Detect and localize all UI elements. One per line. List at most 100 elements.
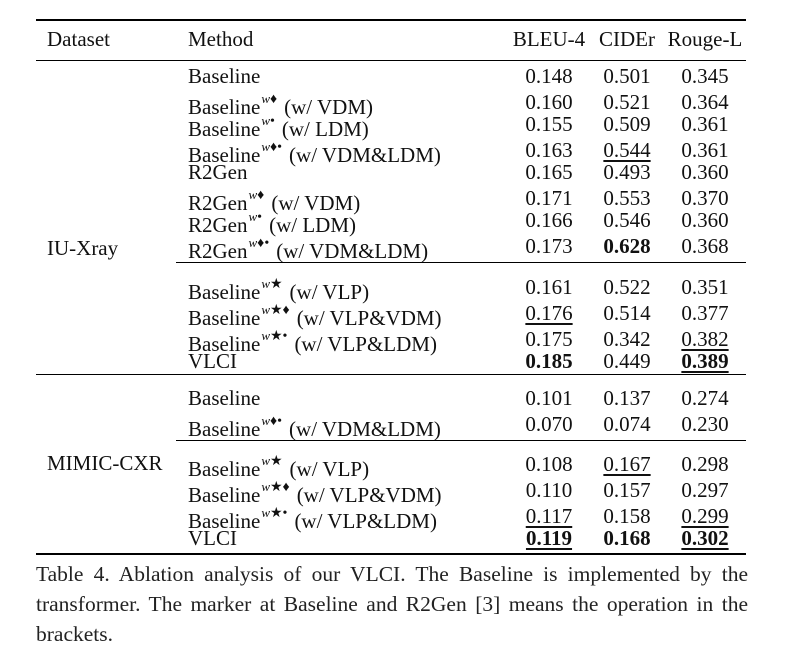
dataset-iu-xray: IU-Xray [47, 236, 119, 260]
method-note: (w/ VDM&LDM) [276, 239, 429, 263]
method-marker: w★• [261, 505, 288, 521]
header-cider: CIDEr [599, 27, 655, 51]
table-row: R2Genw♦• (w/ VDM&LDM) 0.173 0.628 0.368 [36, 234, 746, 263]
cider-value: 0.137 [603, 386, 651, 410]
header-dataset: Dataset [47, 27, 110, 51]
method-cell: Baselinew★ (w/ VLP) [188, 452, 369, 481]
bleu-value: 0.171 [525, 186, 573, 210]
dataset-mimic-cxr: MIMIC-CXR [47, 451, 163, 475]
table-row: Baseline 0.148 0.501 0.345 [36, 64, 746, 88]
method-name: Baseline [188, 117, 261, 141]
cider-value: 0.546 [603, 208, 651, 232]
cider-value-cell: 0.509 [592, 112, 662, 136]
method-name: R2Gen [188, 160, 248, 184]
rouge-value-cell: 0.297 [667, 478, 743, 502]
method-cell: Baselinew♦• (w/ VDM&LDM) [188, 412, 441, 441]
bleu-value: 0.070 [525, 412, 573, 436]
cider-value-cell: 0.522 [592, 275, 662, 299]
cider-value: 0.449 [603, 349, 651, 373]
bleu-value-cell: 0.163 [494, 138, 604, 162]
method-marker: w♦• [261, 413, 283, 429]
rouge-value: 0.377 [681, 301, 729, 325]
bleu-value-cell: 0.165 [494, 160, 604, 184]
method-marker: w♦• [248, 235, 270, 251]
bleu-value: 0.155 [525, 112, 573, 136]
header-bleu: BLEU-4 [512, 27, 586, 51]
table-row: R2Gen 0.165 0.493 0.360 [36, 160, 746, 184]
bleu-value: 0.119 [525, 526, 573, 550]
bleu-value: 0.165 [525, 160, 573, 184]
rouge-value-cell: 0.364 [667, 90, 743, 114]
cider-value: 0.522 [603, 275, 651, 299]
method-marker: w★• [261, 328, 288, 344]
bleu-value-cell: 0.175 [494, 327, 604, 351]
rouge-value: 0.298 [681, 452, 729, 476]
rouge-value: 0.274 [681, 386, 729, 410]
bleu-value-cell: 0.070 [494, 412, 604, 436]
rouge-value: 0.361 [681, 112, 729, 136]
method-name: Baseline [188, 64, 261, 88]
bleu-value-cell: 0.110 [494, 478, 604, 502]
table-row: R2Genw♦ (w/ VDM) 0.171 0.553 0.370 [36, 186, 746, 215]
rouge-value: 0.351 [681, 275, 729, 299]
method-note: (w/ VLP&VDM) [296, 483, 442, 507]
rouge-value-cell: 0.361 [667, 112, 743, 136]
cider-value-cell: 0.544 [592, 138, 662, 162]
table-row: Baselinew★ (w/ VLP) 0.108 0.167 0.298 [36, 452, 746, 481]
method-cell: Baselinew★• (w/ VLP&LDM) [188, 327, 437, 356]
table-row: VLCI 0.185 0.449 0.389 [36, 349, 746, 373]
header-rouge: Rouge-L [667, 27, 743, 51]
cider-value-cell: 0.521 [592, 90, 662, 114]
cider-value-cell: 0.342 [592, 327, 662, 351]
rouge-value: 0.361 [681, 138, 729, 162]
bleu-value-cell: 0.176 [494, 301, 604, 325]
method-name: Baseline [188, 509, 261, 533]
method-marker: w• [261, 113, 275, 129]
table-row: VLCI 0.119 0.168 0.302 [36, 526, 746, 550]
table-row: Baselinew★♦ (w/ VLP&VDM) 0.176 0.514 0.377 [36, 301, 746, 330]
method-marker: w★ [261, 276, 283, 292]
rouge-value-cell: 0.370 [667, 186, 743, 210]
bleu-value: 0.101 [525, 386, 573, 410]
bleu-value-cell: 0.101 [494, 386, 604, 410]
method-marker: w• [248, 209, 263, 225]
method-note: (w/ VDM&LDM) [289, 143, 441, 167]
method-note: (w/ VDM) [284, 95, 374, 119]
method-note: (w/ LDM) [269, 213, 356, 237]
rouge-value-cell: 0.351 [667, 275, 743, 299]
cider-value: 0.521 [603, 90, 651, 114]
method-name: Baseline [188, 332, 261, 356]
rouge-value: 0.360 [681, 208, 729, 232]
method-cell: VLCI [188, 349, 237, 373]
cider-value: 0.167 [603, 452, 651, 476]
table-row: Baselinew★♦ (w/ VLP&VDM) 0.110 0.157 0.297 [36, 478, 746, 507]
bleu-value: 0.176 [525, 301, 573, 325]
method-cell: Baselinew★• (w/ VLP&LDM) [188, 504, 437, 533]
cider-value: 0.157 [603, 478, 651, 502]
rouge-value-cell: 0.345 [667, 64, 743, 88]
table-row: Baselinew★• (w/ VLP&LDM) 0.117 0.158 0.299 [36, 504, 746, 533]
table-row: Baselinew♦• (w/ VDM&LDM) 0.163 0.544 0.361 [36, 138, 746, 167]
cider-value: 0.509 [603, 112, 651, 136]
method-cell: R2Genw♦• (w/ VDM&LDM) [188, 234, 428, 263]
method-name: Baseline [188, 143, 261, 167]
bleu-value: 0.185 [525, 349, 573, 373]
bleu-value: 0.148 [525, 64, 573, 88]
method-cell: R2Gen [188, 160, 248, 184]
cider-value-cell: 0.158 [592, 504, 662, 528]
table-row: Baselinew♦ (w/ VDM) 0.160 0.521 0.364 [36, 90, 746, 119]
rouge-value-cell: 0.274 [667, 386, 743, 410]
rouge-value-cell: 0.360 [667, 160, 743, 184]
method-cell: R2Genw• (w/ LDM) [188, 208, 356, 237]
bleu-value: 0.108 [525, 452, 573, 476]
table-row: Baselinew♦• (w/ VDM&LDM) 0.070 0.074 0.230 [36, 412, 746, 441]
method-cell: Baselinew• (w/ LDM) [188, 112, 369, 141]
bleu-value-cell: 0.148 [494, 64, 604, 88]
method-cell: Baselinew★ (w/ VLP) [188, 275, 369, 304]
cider-value-cell: 0.628 [592, 234, 662, 258]
cider-value-cell: 0.168 [592, 526, 662, 550]
cider-value: 0.553 [603, 186, 651, 210]
rouge-value-cell: 0.389 [667, 349, 743, 373]
bleu-value: 0.175 [525, 327, 573, 351]
method-marker: w♦ [261, 91, 278, 107]
